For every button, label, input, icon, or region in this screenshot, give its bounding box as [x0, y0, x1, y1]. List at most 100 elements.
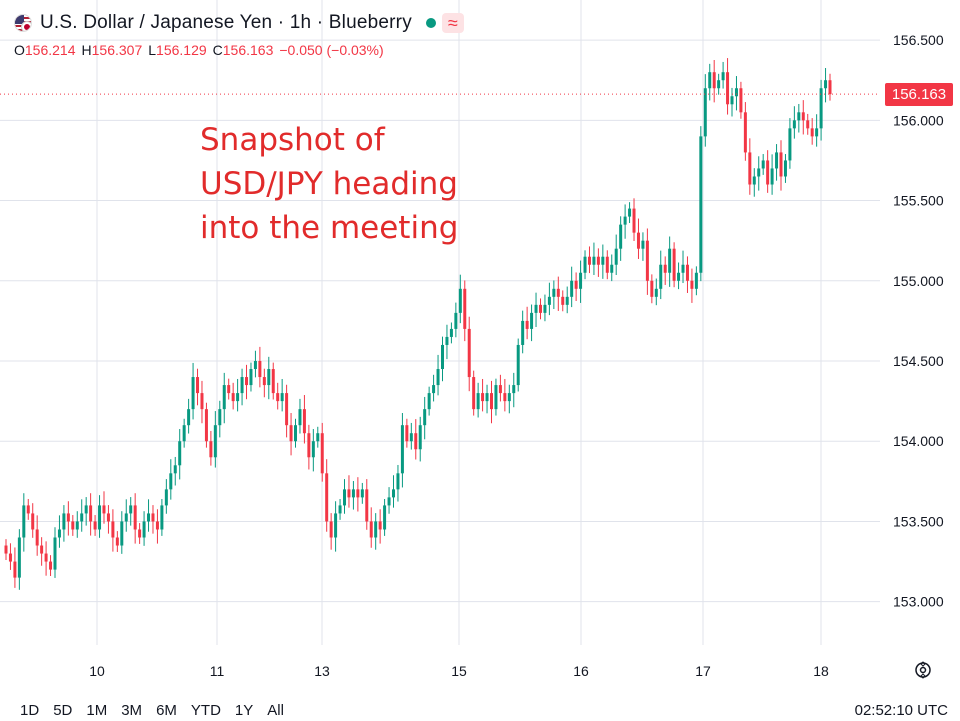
candle-down [672, 248, 676, 281]
candle-up [360, 489, 364, 498]
range-1m[interactable]: 1M [86, 702, 108, 719]
candle-up [579, 272, 583, 289]
candle-down [414, 433, 418, 450]
candle-up [788, 128, 792, 161]
candle-down [365, 489, 369, 522]
candle-down [209, 441, 213, 458]
candle-down [204, 409, 208, 442]
candle-up [409, 433, 413, 442]
candle-down [463, 288, 467, 329]
candle-up [343, 489, 347, 506]
candle-down [276, 393, 280, 402]
candle-down [739, 88, 743, 113]
candle-up [521, 320, 525, 345]
candle-down [111, 521, 115, 538]
candle-down [262, 377, 266, 386]
symbol-title[interactable]: U.S. Dollar / Japanese Yen · 1h · Bluebe… [40, 12, 412, 33]
candle-up [280, 393, 284, 402]
bottom-toolbar: 1D 5D 1M 3M 6M YTD 1Y All 02:52:10 UTC [0, 700, 960, 721]
candle-down [347, 489, 351, 498]
candle-up [583, 256, 587, 273]
candle-down [645, 240, 649, 281]
y-tick-label: 156.500 [893, 32, 944, 48]
x-tick-label: 11 [210, 663, 225, 679]
us-jp-flag-icon [14, 14, 32, 32]
candle-up [552, 288, 556, 297]
range-6m[interactable]: 6M [156, 702, 177, 719]
candle-up [516, 344, 520, 386]
candle-down [587, 256, 591, 265]
time-axis[interactable]: 10 11 13 15 16 17 18 [89, 663, 829, 679]
candle-up [160, 505, 164, 530]
candle-up [338, 505, 342, 514]
candle-down [405, 425, 409, 442]
candle-up [792, 120, 796, 129]
candle-up [218, 409, 222, 426]
utc-clock[interactable]: 02:52:10 UTC [854, 702, 948, 719]
range-ytd[interactable]: YTD [190, 702, 221, 719]
candle-down [726, 72, 730, 105]
candle-up [84, 505, 88, 514]
candle-down [685, 264, 689, 281]
candle-up [734, 88, 738, 97]
candle-up [80, 513, 84, 522]
candle-down [356, 489, 360, 498]
candle-up [619, 224, 623, 249]
range-selector: 1D 5D 1M 3M 6M YTD 1Y All [20, 702, 298, 719]
candle-down [49, 561, 53, 570]
candle-up [120, 521, 124, 546]
candle-up [374, 521, 378, 538]
range-3m[interactable]: 3M [121, 702, 143, 719]
candle-up [440, 344, 444, 370]
candle-down [828, 80, 832, 95]
candle-up [169, 473, 173, 490]
candle-up [17, 537, 21, 578]
candle-up [534, 304, 538, 313]
range-5d[interactable]: 5D [53, 702, 73, 719]
candle-up [721, 72, 725, 81]
candle-down [801, 112, 805, 121]
y-tick-label: 153.000 [893, 594, 944, 610]
candle-up [659, 264, 663, 289]
candle-down [40, 545, 44, 554]
candle-down [200, 393, 204, 410]
candle-down [503, 393, 507, 402]
candle-down [556, 288, 560, 297]
candle-up [547, 296, 551, 305]
x-tick-label: 15 [451, 663, 467, 679]
candle-up [423, 409, 427, 426]
candle-up [383, 505, 387, 530]
y-tick-label: 154.500 [893, 353, 944, 369]
candle-down [285, 393, 289, 426]
candle-up [267, 369, 271, 386]
annotation-text: Snapshot of USD/JPY heading into the mee… [200, 122, 459, 246]
close-label: C [212, 42, 223, 58]
price-axis[interactable]: 153.000 153.500 154.000 154.500 155.000 155.5… [893, 32, 944, 610]
y-tick-label: 153.500 [893, 513, 944, 529]
settings-icon[interactable] [912, 659, 934, 681]
candle-down [8, 553, 12, 562]
range-1y[interactable]: 1Y [234, 702, 254, 719]
candle-up [427, 393, 431, 410]
x-tick-label: 13 [314, 663, 330, 679]
candle-down [663, 264, 667, 273]
candle-down [779, 152, 783, 177]
range-1d[interactable]: 1D [20, 702, 40, 719]
grid-lines [0, 0, 880, 645]
candle-up [708, 72, 712, 89]
candle-down [378, 521, 382, 530]
candle-down [481, 393, 485, 402]
candle-up [699, 136, 703, 273]
wave-icon[interactable]: ≈ [441, 13, 464, 33]
range-all[interactable]: All [267, 702, 284, 719]
low-value: 156.129 [156, 42, 207, 58]
candle-up [53, 537, 57, 570]
y-tick-label: 155.000 [893, 273, 944, 289]
candle-up [601, 256, 605, 265]
candle-down [650, 280, 654, 297]
candle-up [298, 409, 302, 426]
candle-up [164, 489, 168, 506]
candle-down [102, 505, 106, 514]
candle-down [712, 72, 716, 89]
